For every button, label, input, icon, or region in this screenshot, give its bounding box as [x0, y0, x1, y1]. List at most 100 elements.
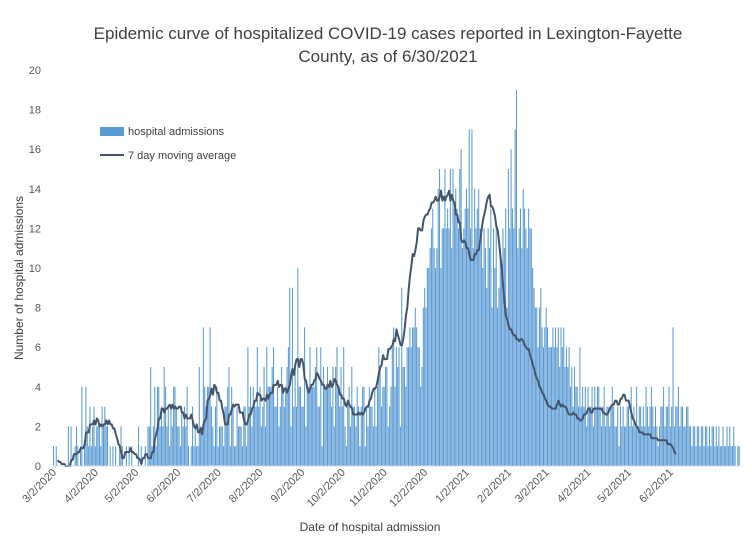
admission-bar	[232, 406, 234, 466]
admission-bar	[463, 228, 465, 466]
admission-bar	[618, 446, 620, 466]
admission-bar	[614, 426, 616, 466]
admission-bar	[611, 386, 613, 466]
admission-bar	[93, 406, 95, 466]
admission-bar	[266, 347, 268, 466]
admission-bar	[120, 426, 122, 466]
y-tick-label: 20	[29, 65, 41, 77]
x-tick-label: 12/2/2020	[387, 467, 430, 510]
admission-bar	[393, 327, 395, 466]
admission-bar	[398, 347, 400, 466]
admission-bar	[526, 248, 528, 466]
admission-bar	[606, 406, 608, 466]
y-axis-label: Number of hospital admissions	[12, 196, 26, 360]
admission-bar	[119, 446, 121, 466]
admission-bar	[175, 406, 177, 466]
admission-bar	[642, 406, 644, 466]
admission-bar	[243, 406, 245, 466]
admission-bar	[644, 426, 646, 466]
admission-bar	[715, 426, 717, 466]
admission-bar	[221, 426, 223, 466]
admission-bar	[364, 446, 366, 466]
admission-bar	[193, 446, 195, 466]
admission-bar	[622, 406, 624, 466]
admission-bar	[676, 406, 678, 466]
admission-bar	[553, 347, 555, 466]
admission-bar	[322, 367, 324, 466]
admission-bar	[305, 426, 307, 466]
admission-bar	[515, 89, 517, 467]
admission-bar	[248, 406, 250, 466]
admission-bar	[90, 446, 92, 466]
admission-bar	[617, 406, 619, 466]
admission-bar	[115, 446, 117, 466]
admission-bar	[220, 426, 222, 466]
admission-bar	[174, 386, 176, 466]
admission-bar	[534, 307, 536, 466]
admission-bar	[587, 386, 589, 466]
admission-bar	[380, 406, 383, 466]
admission-bar	[414, 307, 416, 466]
admission-bar	[128, 446, 130, 466]
admission-bar	[383, 386, 385, 466]
admission-bar	[147, 426, 149, 466]
admission-bar	[621, 426, 623, 466]
admission-bar	[483, 228, 485, 466]
admission-bar	[223, 446, 225, 466]
admission-bar	[372, 426, 374, 466]
admission-bar	[385, 367, 387, 466]
admission-bar	[421, 367, 423, 466]
admission-bar	[166, 426, 168, 466]
admission-bar	[250, 386, 252, 466]
admission-bar	[125, 446, 127, 466]
legend-label-moving-average: 7 day moving average	[128, 150, 236, 162]
admission-bar	[198, 367, 200, 466]
admission-bar	[79, 446, 82, 466]
admission-bar	[138, 426, 140, 466]
admission-bar	[67, 426, 69, 466]
admission-bar	[210, 406, 212, 466]
admission-bar	[81, 386, 83, 466]
admission-bar	[691, 446, 693, 466]
admission-bar	[632, 426, 634, 466]
admission-bar	[464, 208, 466, 466]
admission-bar	[190, 446, 192, 466]
admission-bar	[333, 426, 335, 466]
admission-bar	[540, 287, 542, 466]
admission-bar	[493, 228, 495, 466]
admission-bar	[287, 347, 289, 466]
admission-bar	[683, 426, 685, 466]
admission-bar	[648, 426, 650, 466]
admission-bar	[668, 386, 670, 466]
moving-average-line-group	[56, 189, 677, 467]
admission-bar	[105, 426, 107, 466]
admission-bar	[154, 386, 156, 466]
admission-bar	[428, 268, 430, 466]
admission-bar	[432, 208, 434, 466]
admission-bar	[197, 446, 199, 466]
admission-bar	[661, 406, 663, 466]
admission-bar	[335, 367, 337, 466]
admission-bar	[461, 248, 464, 466]
admission-bar	[609, 426, 611, 466]
admission-bar	[696, 426, 698, 466]
x-tick-label: 3/2/2021	[513, 467, 552, 506]
y-tick-label: 4	[35, 382, 41, 394]
admission-bar	[329, 386, 331, 466]
admission-bar	[518, 228, 520, 466]
admission-bar	[602, 406, 604, 466]
y-tick-label: 0	[35, 461, 41, 473]
admission-bar	[407, 347, 410, 466]
y-tick-label: 2	[35, 421, 41, 433]
admission-bar	[675, 406, 677, 466]
admission-bar	[102, 426, 104, 466]
admission-bar	[182, 426, 184, 466]
admission-bar	[488, 248, 490, 466]
x-tick-label: 1/2/2021	[433, 467, 472, 506]
admission-bar	[437, 188, 439, 467]
admission-bar	[358, 406, 360, 466]
admission-bar	[429, 248, 431, 466]
legend-label-admissions: hospital admissions	[128, 126, 224, 138]
admission-bar	[509, 228, 511, 466]
admission-bar	[700, 426, 702, 466]
